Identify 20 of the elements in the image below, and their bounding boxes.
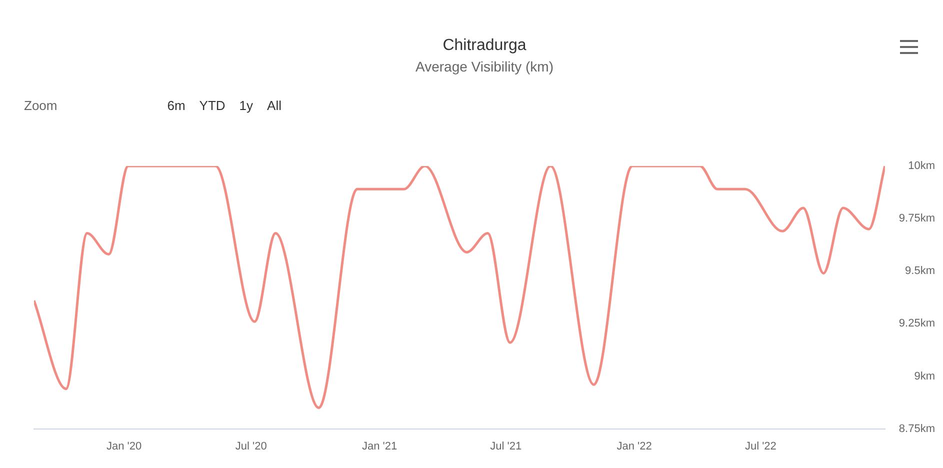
y-tick-label: 9.5km (905, 265, 935, 278)
x-tick-label: Jan '21 (362, 440, 398, 452)
text: 6m (167, 98, 186, 113)
chart-title: Chitradurga (442, 37, 526, 54)
x-tick-label: Jul '22 (744, 440, 776, 452)
text: YTD (199, 98, 226, 113)
x-tick-label: Jul '20 (235, 440, 267, 452)
line-series (34, 166, 885, 410)
x-tick-label: Jul '21 (490, 440, 522, 452)
y-tick-label: 9km (914, 370, 935, 382)
y-tick-label: 8.75km (898, 422, 935, 435)
y-tick-label: 10km (908, 160, 935, 172)
x-tick-label: Jan '20 (106, 440, 142, 452)
text: Zoom (24, 98, 58, 113)
x-tick-label: Jan '22 (616, 440, 652, 452)
chart-subtitle: Average Visibility (km) (416, 58, 554, 74)
y-tick-label: 9.25km (898, 318, 935, 330)
text: All (267, 98, 282, 113)
y-tick-label: 9.75km (898, 212, 935, 225)
text: 1y (239, 98, 254, 113)
